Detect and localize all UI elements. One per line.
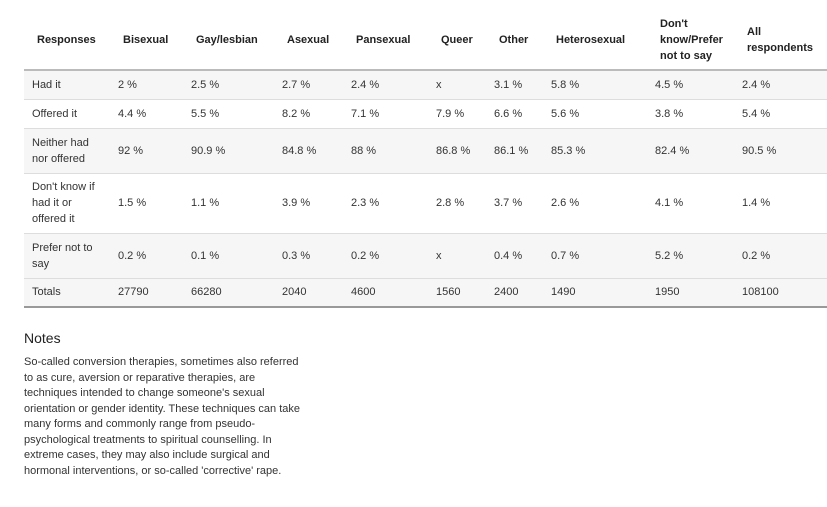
table-cell: 4600 [343,278,428,308]
table-cell: 0.2 % [110,233,183,279]
table-cell: 5.4 % [734,99,827,129]
table-cell: 2 % [110,70,183,100]
table-cell: 4.4 % [110,99,183,129]
table-cell: 85.3 % [543,128,647,174]
table-cell: 1.1 % [183,173,274,234]
table-cell: 0.3 % [274,233,343,279]
table-cell: 66280 [183,278,274,308]
table-body: Had it 2 % 2.5 % 2.7 % 2.4 % x 3.1 % 5.8 % 4.5 %… [24,70,827,308]
table-cell: x [428,70,486,100]
table-cell: 3.8 % [647,99,734,129]
table-cell: 1560 [428,278,486,308]
column-header: All respondents [734,10,827,71]
table-cell: 3.7 % [486,173,543,234]
table-cell: 0.1 % [183,233,274,279]
table-cell: 88 % [343,128,428,174]
table-cell: 5.2 % [647,233,734,279]
column-header: Queer [428,10,486,71]
table-cell: 1.5 % [110,173,183,234]
table-cell: 2040 [274,278,343,308]
table-cell: 86.1 % [486,128,543,174]
table-cell: 7.9 % [428,99,486,129]
table-cell: 6.6 % [486,99,543,129]
table-cell: 0.7 % [543,233,647,279]
column-header: Gay/lesbian [183,10,274,71]
column-header: Heterosexual [543,10,647,71]
column-header: Other [486,10,543,71]
notes-title: Notes [24,330,61,346]
table-cell: 3.9 % [274,173,343,234]
row-label: Neither had nor offered [24,128,110,174]
row-label: Had it [24,70,110,100]
table-cell: 27790 [110,278,183,308]
table-cell: 5.5 % [183,99,274,129]
table-cell: 2.3 % [343,173,428,234]
table-cell: 2400 [486,278,543,308]
table-row: Had it 2 % 2.5 % 2.7 % 2.4 % x 3.1 % 5.8 % 4.5 %… [24,70,827,100]
table-cell: 1490 [543,278,647,308]
table-cell: 2.7 % [274,70,343,100]
table-cell: 4.5 % [647,70,734,100]
table-row: Offered it 4.4 % 5.5 % 8.2 % 7.1 % 7.9 % 6.6 %… [24,99,827,129]
table-cell: 92 % [110,128,183,174]
row-label: Don't know if had it or offered it [24,173,110,234]
table-row: Prefer not to say 0.2 % 0.1 % 0.3 % 0.2 % x 0.… [24,233,827,279]
table-cell: 5.6 % [543,99,647,129]
table-cell: 5.8 % [543,70,647,100]
table-cell: 3.1 % [486,70,543,100]
table-cell: 84.8 % [274,128,343,174]
table-cell: 90.9 % [183,128,274,174]
column-header: Responses [24,10,110,71]
table-cell: x [428,233,486,279]
table-cell: 0.2 % [343,233,428,279]
row-label: Prefer not to say [24,233,110,279]
column-header: Don't know/Prefer not to say [647,10,734,71]
column-header: Bisexual [110,10,183,71]
table-cell: 2.6 % [543,173,647,234]
table-cell: 2.4 % [343,70,428,100]
table-cell: 2.5 % [183,70,274,100]
table-cell: 2.8 % [428,173,486,234]
column-header: Asexual [274,10,343,71]
table-cell: 2.4 % [734,70,827,100]
row-label: Offered it [24,99,110,129]
table-row: Don't know if had it or offered it 1.5 % 1… [24,173,827,234]
table-cell: 0.4 % [486,233,543,279]
table-cell: 1950 [647,278,734,308]
table-cell: 108100 [734,278,827,308]
table-cell: 0.2 % [734,233,827,279]
table-row: Totals 27790 66280 2040 4600 1560 2400 1490 1950… [24,278,827,308]
notes-text: So-called conversion therapies, sometime… [24,356,300,477]
table-cell: 86.8 % [428,128,486,174]
table-cell: 8.2 % [274,99,343,129]
column-header: Pansexual [343,10,428,71]
header-row: Responses Bisexual Gay/lesbian Asexual Panse… [24,10,827,71]
table-cell: 90.5 % [734,128,827,174]
responses-table: Responses Bisexual Gay/lesbian Asexual Panse… [24,10,827,308]
table-cell: 1.4 % [734,173,827,234]
table-cell: 82.4 % [647,128,734,174]
table-cell: 4.1 % [647,173,734,234]
row-label: Totals [24,278,110,308]
table-cell: 7.1 % [343,99,428,129]
table-row: Neither had nor offered 92 % 90.9 % 84.8 % 8… [24,128,827,174]
